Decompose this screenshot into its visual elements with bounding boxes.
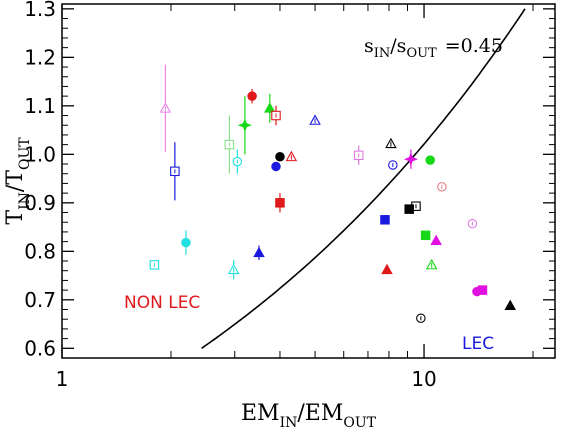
data-point [285, 150, 298, 162]
point-marker-triangle [253, 246, 265, 258]
x-axis-title-main1: EM [241, 401, 280, 426]
point-marker-circle [271, 161, 281, 172]
plot-frame [61, 3, 556, 359]
point-marker-square [420, 230, 431, 241]
point-marker-circle [425, 155, 435, 165]
curve-label: sIN/sOUT =0.45 [364, 35, 503, 61]
model-curve [201, 8, 526, 349]
data-point [404, 204, 414, 214]
point-marker-circle [181, 237, 191, 248]
data-point [181, 230, 191, 255]
x-axis-title-slash: /EM [297, 401, 343, 426]
curve-label-sub1: IN [374, 46, 391, 61]
y-tick-label: 0.6 [24, 336, 56, 360]
data-point [477, 285, 488, 295]
y-axis-title-slash: /T [3, 170, 28, 192]
y-axis-title-sub2: OUT [17, 137, 33, 170]
data-point [170, 142, 180, 201]
data-point [264, 93, 276, 123]
data-point [437, 182, 447, 192]
data-point [237, 96, 252, 155]
data-point [416, 313, 426, 323]
point-marker-square [380, 215, 390, 225]
x-axis-title-sub1: IN [280, 415, 298, 431]
data-point [388, 160, 398, 170]
y-tick-label: 1.1 [24, 94, 56, 118]
y-tick-label: 0.7 [24, 288, 56, 312]
point-marker-circle [247, 91, 257, 101]
point-marker-square [404, 204, 414, 214]
point-marker-triangle [381, 263, 393, 275]
data-point [271, 161, 281, 172]
data-point [403, 149, 418, 169]
y-axis-title-sub1: IN [17, 192, 33, 210]
point-marker-triangle [430, 234, 442, 246]
curve-label-slash: /s [390, 35, 406, 57]
data-point [232, 149, 243, 174]
curve-layer [201, 8, 526, 349]
curve-label-sub2: OUT [406, 46, 437, 61]
y-tick-label: 1.2 [24, 45, 56, 69]
data-point [253, 245, 265, 261]
data-point [425, 258, 438, 270]
data-point [224, 115, 235, 174]
data-point [353, 145, 364, 165]
points-layer [149, 64, 516, 323]
data-point [247, 88, 257, 104]
data-point [430, 234, 442, 246]
data-point [275, 152, 285, 162]
data-point [159, 64, 172, 152]
data-point [420, 230, 431, 241]
point-marker-triangle [504, 299, 516, 311]
x-axis-title-sub2: OUT [343, 415, 376, 431]
y-tick-label: 1.3 [24, 0, 56, 21]
data-point [381, 263, 393, 275]
data-point [380, 215, 390, 225]
annotation-non-lec: NON LEC [124, 293, 200, 313]
y-tick-label: 0.9 [24, 191, 56, 215]
x-tick-label: 1 [56, 367, 69, 391]
data-point [425, 155, 435, 165]
x-axis-title: EMIN/EMOUT [241, 401, 377, 431]
curve-label-eq: =0.45 [445, 35, 503, 57]
y-axis-title-main1: T [3, 210, 28, 225]
point-marker-star [403, 152, 418, 167]
point-marker-square [275, 198, 285, 208]
y-tick-label: 1.0 [24, 142, 56, 166]
point-marker-square [477, 285, 488, 295]
data-point [271, 105, 281, 126]
point-marker-circle [275, 152, 285, 162]
curve-label-s1: s [364, 35, 374, 57]
point-marker-triangle [264, 102, 276, 113]
y-tick-label: 0.8 [24, 239, 56, 263]
data-point [149, 260, 160, 270]
annotation-lec: LEC [462, 334, 494, 354]
data-point [309, 114, 321, 125]
point-marker-star [237, 118, 252, 133]
ticks-layer: 0.6 0.7 0.8 0.9 1.0 1.1 1.2 1.3 1 10 [24, 0, 555, 391]
x-tick-label: 10 [411, 367, 436, 391]
data-point [467, 218, 478, 229]
data-point [504, 299, 516, 311]
data-point [227, 260, 240, 280]
y-axis-title: TIN/TOUT [3, 137, 33, 225]
data-point [385, 137, 397, 149]
data-point [275, 193, 285, 213]
